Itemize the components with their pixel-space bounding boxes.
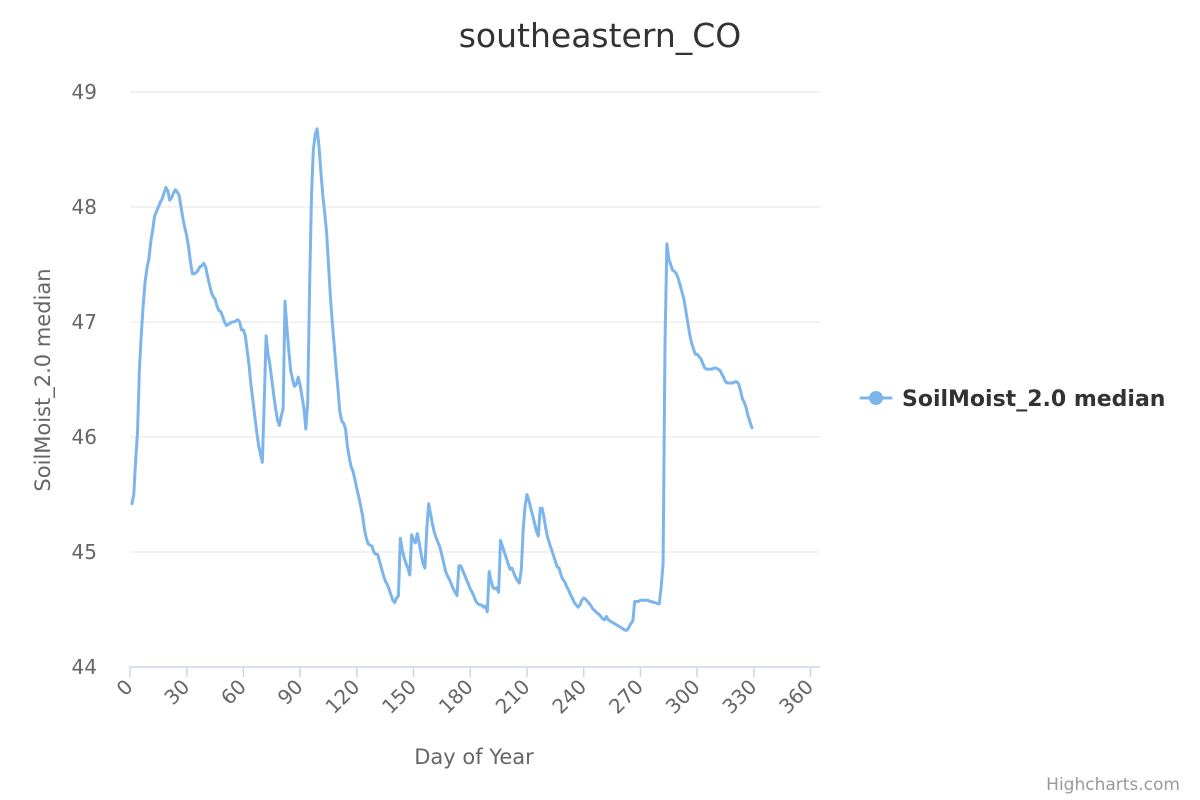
- x-tick-label: 240: [547, 675, 591, 719]
- x-tick-label: 180: [434, 675, 478, 719]
- x-tick-label: 330: [717, 675, 761, 719]
- x-tick-label: 360: [774, 675, 818, 719]
- chart-title: southeastern_CO: [459, 16, 742, 55]
- gridlines: [130, 91, 820, 553]
- y-tick-label: 46: [72, 425, 97, 449]
- y-tick-label: 47: [72, 310, 97, 334]
- y-tick-label: 44: [72, 655, 97, 679]
- y-tick-label: 48: [72, 195, 97, 219]
- legend[interactable]: SoilMoist_2.0 median: [859, 387, 1165, 412]
- x-axis: 0 30 60 90 120 150 180 210 240 270 300 330 360: [112, 666, 820, 719]
- credits-link[interactable]: Highcharts.com: [1046, 775, 1180, 795]
- x-tick-label: 120: [320, 675, 364, 719]
- y-axis: 44 45 46 47 48 49: [72, 80, 97, 679]
- y-tick-label: 45: [72, 540, 97, 564]
- y-axis-title: SoilMoist_2.0 median: [31, 268, 56, 491]
- x-tick-label: 270: [604, 675, 648, 719]
- x-tick-label: 30: [159, 675, 194, 710]
- plot-area: [130, 127, 754, 632]
- x-tick-label: 150: [377, 675, 421, 719]
- x-axis-title: Day of Year: [414, 745, 534, 769]
- x-tick-label: 90: [273, 675, 308, 710]
- legend-series-label[interactable]: SoilMoist_2.0 median: [902, 387, 1165, 412]
- x-tick-label: 300: [661, 675, 705, 719]
- x-tick-label: 60: [216, 675, 251, 710]
- series-line: [130, 127, 754, 632]
- y-tick-label: 49: [72, 80, 97, 104]
- x-tick-label: 0: [112, 675, 138, 701]
- legend-series-marker: [869, 391, 883, 405]
- x-tick-label: 210: [491, 675, 535, 719]
